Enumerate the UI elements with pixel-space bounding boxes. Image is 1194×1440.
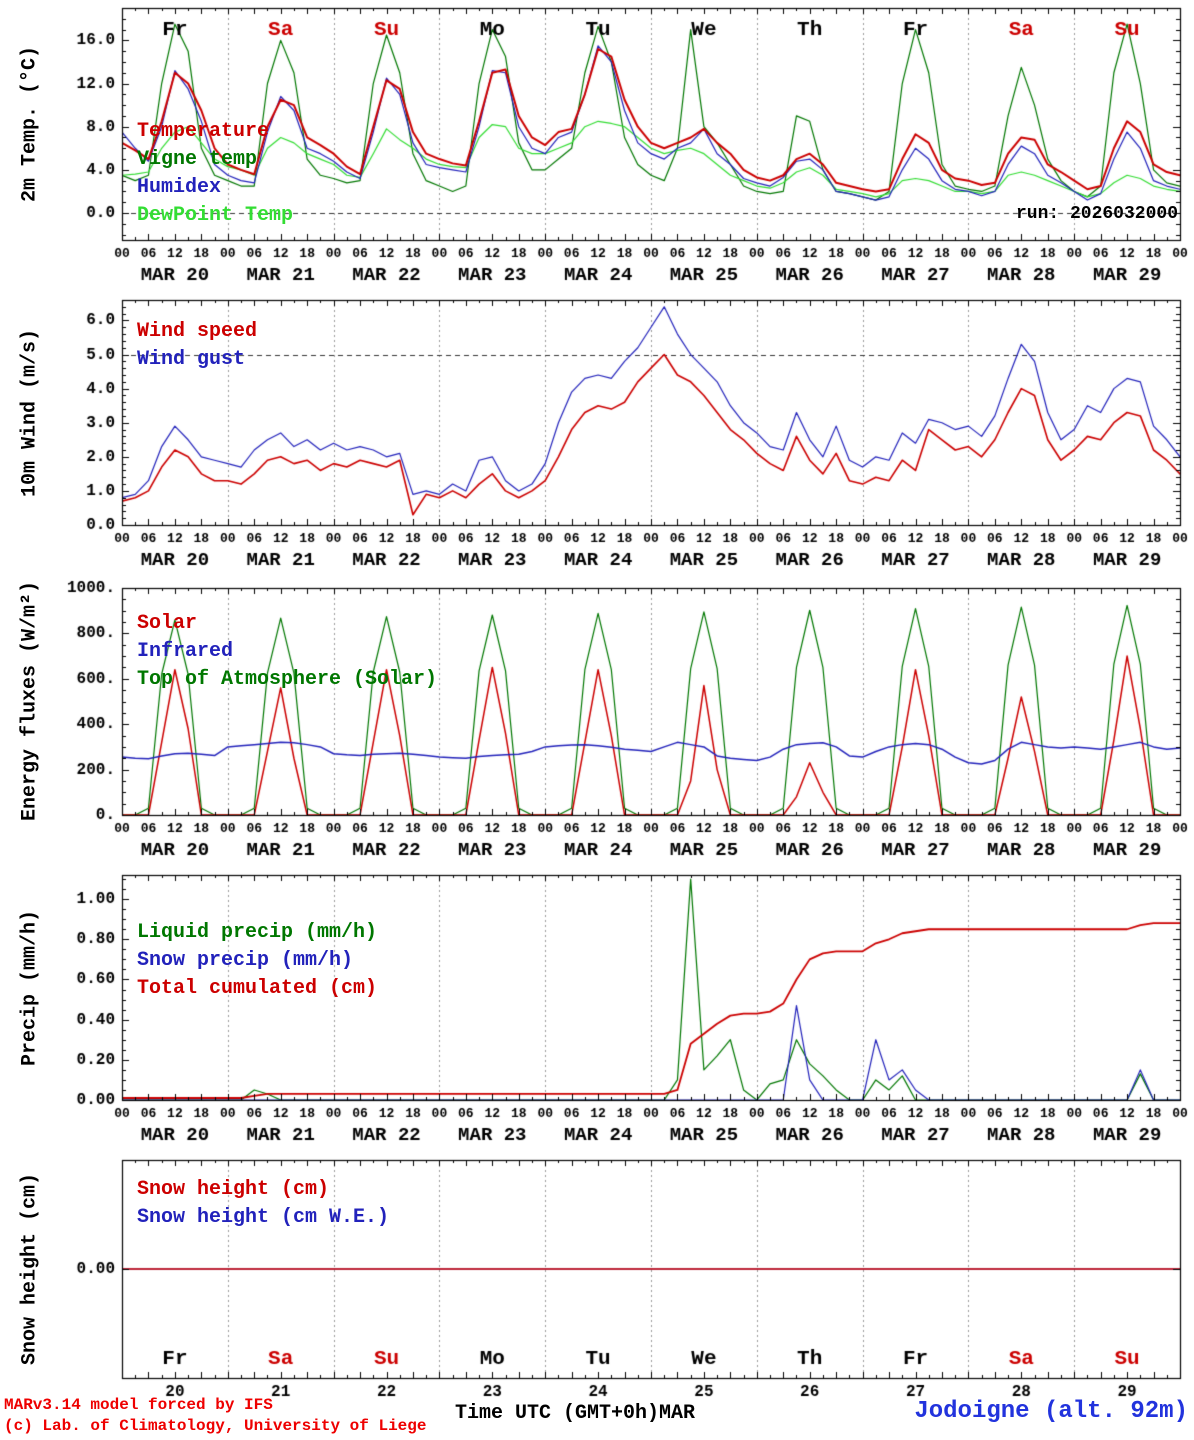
credit-line-1: MARv3.14 model forced by IFS <box>4 1396 273 1414</box>
precip-legend: Liquid precip (mm/h) Snow precip (mm/h) … <box>137 919 377 1003</box>
legend-item-total-cumulated: Total cumulated (cm) <box>137 977 378 1000</box>
time-utc-label: Time UTC (GMT+0h) <box>455 1402 660 1425</box>
snow-height-legend: Snow height (cm) Snow height (cm W.E.) <box>137 1176 389 1232</box>
y-axis-title-snow-height: Snow height (cm) <box>18 1172 42 1366</box>
y-axis-title-precip: Precip (mm/h) <box>18 909 42 1067</box>
legend-item-toa: Top of Atmosphere (Solar) <box>137 668 438 691</box>
legend-item-snow-height: Snow height (cm) <box>137 1178 330 1201</box>
legend-item-wind-gust: Wind gust <box>137 348 246 371</box>
legend-item-humidex: Humidex <box>137 176 222 199</box>
legend-item-dewpoint-temp: DewPoint Temp <box>137 204 294 227</box>
legend-item-snow-precip: Snow precip (mm/h) <box>137 949 354 972</box>
legend-item-infrared: Infrared <box>137 640 234 663</box>
legend-item-snow-height-we: Snow height (cm W.E.) <box>137 1206 390 1229</box>
y-axis-title-wind: 10m Wind (m/s) <box>18 328 42 498</box>
legend-item-solar: Solar <box>137 612 198 635</box>
legend-item-vigne-temp: Vigne temp <box>137 148 258 171</box>
y-axis-title-energy: Energy fluxes (W/m²) <box>18 580 42 822</box>
legend-item-liquid-precip: Liquid precip (mm/h) <box>137 921 378 944</box>
run-label: run: 2026032000 <box>1015 204 1178 224</box>
wind-legend: Wind speed Wind gust <box>137 318 257 374</box>
energy-legend: Solar Infrared Top of Atmosphere (Solar) <box>137 610 437 694</box>
credit-line-2: (c) Lab. of Climatology, University of L… <box>4 1417 427 1435</box>
temperature-legend: Temperature Vigne temp Humidex DewPoint … <box>137 118 293 230</box>
legend-item-temperature: Temperature <box>137 120 270 143</box>
x-axis-caption: Time UTC (GMT+0h)MAR <box>455 1402 695 1425</box>
legend-item-wind-speed: Wind speed <box>137 320 258 343</box>
station-label: Jodoigne (alt. 92m) <box>914 1398 1188 1425</box>
y-axis-title-temperature: 2m Temp. (°C) <box>18 45 42 203</box>
month-label: MAR <box>659 1402 696 1425</box>
